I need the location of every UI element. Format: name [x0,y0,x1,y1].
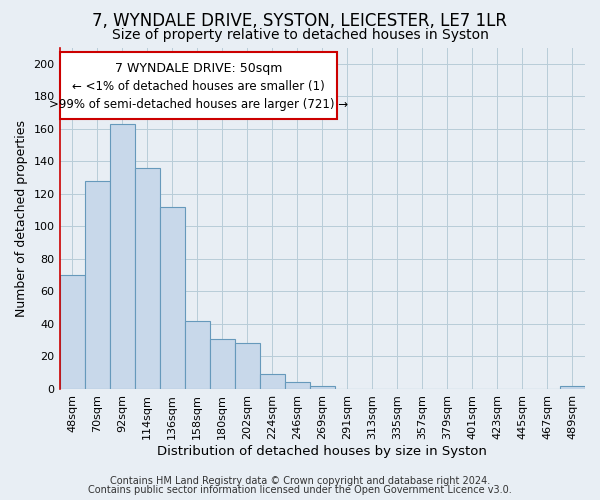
Text: ← <1% of detached houses are smaller (1): ← <1% of detached houses are smaller (1) [72,80,325,93]
Bar [310,386,335,389]
Bar [235,344,260,389]
Bar [134,168,160,389]
Bar [209,338,235,389]
Text: >99% of semi-detached houses are larger (721) →: >99% of semi-detached houses are larger … [49,98,348,111]
X-axis label: Distribution of detached houses by size in Syston: Distribution of detached houses by size … [157,444,487,458]
Text: Size of property relative to detached houses in Syston: Size of property relative to detached ho… [112,28,488,42]
FancyBboxPatch shape [59,52,337,119]
Text: 7 WYNDALE DRIVE: 50sqm: 7 WYNDALE DRIVE: 50sqm [115,62,282,75]
Text: Contains HM Land Registry data © Crown copyright and database right 2024.: Contains HM Land Registry data © Crown c… [110,476,490,486]
Bar [160,207,185,389]
Bar [185,320,209,389]
Y-axis label: Number of detached properties: Number of detached properties [15,120,28,316]
Bar [260,374,285,389]
Bar [560,386,585,389]
Text: Contains public sector information licensed under the Open Government Licence v3: Contains public sector information licen… [88,485,512,495]
Text: 7, WYNDALE DRIVE, SYSTON, LEICESTER, LE7 1LR: 7, WYNDALE DRIVE, SYSTON, LEICESTER, LE7… [92,12,508,30]
Bar [59,275,85,389]
Bar [85,181,110,389]
Bar [110,124,134,389]
Bar [285,382,310,389]
